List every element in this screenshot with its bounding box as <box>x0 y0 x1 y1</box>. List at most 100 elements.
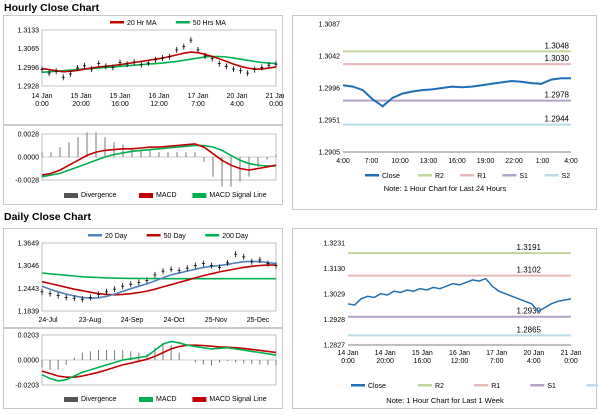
intraday-ytick: 1.2905 <box>319 150 341 157</box>
weekly-chart: 1.3231 1.3130 1.3029 1.2928 1.2827 1.3191 1.31… <box>324 241 600 405</box>
hourly-price-ytick: 1.3133 <box>18 28 40 35</box>
hourly-macd-legend-swatch <box>139 193 153 198</box>
intraday-chart: 1.3087 1.3042 1.2996 1.2951 1.2905 1.3048 1.30… <box>319 22 578 194</box>
hourly-price-ytick: 1.2928 <box>18 84 40 91</box>
intraday-ytick: 1.3042 <box>319 54 341 61</box>
weekly-panel: 1.3231 1.3130 1.3029 1.2928 1.2827 1.3191 1.31… <box>292 228 600 409</box>
weekly-legend-swatch <box>586 384 600 387</box>
intraday-xtick: 7:00 <box>365 158 379 165</box>
intraday-legend-swatch <box>544 174 559 177</box>
weekly-legend-swatch <box>418 384 432 387</box>
weekly-legend-swatch <box>351 384 365 387</box>
intraday-legend-swatch <box>418 174 432 177</box>
intraday-legend-swatch <box>502 174 517 177</box>
hourly-section-title: Hourly Close Chart <box>4 2 100 14</box>
weekly-legend-label: R1 <box>491 383 500 390</box>
daily-price-chart: 20 Day 50 Day 200 Day 1.3649 1.3046 1.2443 1.1… <box>18 233 278 324</box>
intraday-legend-label: R1 <box>477 173 486 180</box>
weekly-xtick: 7:00 <box>490 358 504 365</box>
intraday-legend-swatch <box>460 174 475 177</box>
hourly-price-xtick: 14 Jan <box>31 93 52 100</box>
intraday-xtick: 16:00 <box>448 158 466 165</box>
daily-macd-legend-swatch <box>64 397 78 402</box>
hourly-macd-legend-label: Divergence <box>81 192 117 199</box>
hourly-price-xtick: 16 Jan <box>148 93 169 100</box>
intraday-legend-label: S2 <box>562 173 571 180</box>
daily-price-xtick: 24-Oct <box>163 317 184 324</box>
daily-price-legend-swatch <box>88 234 102 237</box>
daily-macd-panel: 0.0203 0.0000 -0.0203 Divergence MACD MACD Si… <box>3 328 283 409</box>
weekly-note: Note: 1 Hour Chart for Last 1 Week <box>386 396 504 405</box>
hourly-price-legend-label: 20 Hr MA <box>127 20 157 27</box>
daily-macd-legend-swatch <box>192 397 207 402</box>
intraday-xtick: 4:00 <box>336 158 350 165</box>
weekly-xtick: 20:00 <box>376 358 394 365</box>
daily-price-ytick: 1.3046 <box>18 263 40 270</box>
intraday-legend-label: R2 <box>435 173 444 180</box>
hourly-price-xtick: 12:00 <box>150 101 168 108</box>
daily-price-ytick: 1.1839 <box>18 309 40 316</box>
hourly-macd-ytick: -0.0028 <box>15 178 39 185</box>
daily-price-xtick: 25-Dec <box>247 317 270 324</box>
daily-price-legend-label: 50 Day <box>164 233 187 240</box>
daily-price-plot-area <box>41 242 277 312</box>
weekly-level-label-s1: 1.2939 <box>517 307 542 316</box>
intraday-level-label-r1: 1.3030 <box>545 54 570 63</box>
intraday-legend-swatch <box>365 174 379 177</box>
intraday-level-label-s2: 1.2944 <box>545 115 570 124</box>
hourly-macd-legend-label: MACD <box>156 192 177 199</box>
daily-macd-line <box>41 340 277 382</box>
intraday-level-label-r2: 1.3048 <box>545 41 570 50</box>
weekly-xtick: 0:00 <box>564 358 578 365</box>
intraday-legend-label: S1 <box>519 173 528 180</box>
intraday-xtick: 4:00 <box>564 158 578 165</box>
weekly-level-label-r1: 1.3102 <box>517 266 542 275</box>
intraday-level-label-s1: 1.2978 <box>545 91 570 100</box>
hourly-macd-legend-swatch <box>64 193 78 198</box>
weekly-ytick: 1.2928 <box>324 317 346 324</box>
daily-ma50-line <box>41 264 276 296</box>
hourly-price-plot-area <box>41 29 277 87</box>
hourly-macd-ytick: 0.0000 <box>18 155 40 162</box>
daily-price-xtick: 23-Aug <box>79 317 102 324</box>
hourly-macd-ytick: 0.0028 <box>18 132 40 139</box>
hourly-macd-legend-label: MACD Signal Line <box>209 192 266 199</box>
weekly-ytick: 1.3130 <box>324 266 346 273</box>
daily-price-legend-swatch <box>205 234 220 237</box>
daily-price-xtick: 25-Nov <box>205 317 228 324</box>
weekly-level-label-r2: 1.3191 <box>517 243 542 252</box>
intraday-ytick: 1.3087 <box>319 22 341 29</box>
weekly-legend-label: Close <box>368 383 386 390</box>
hourly-price-xtick: 21 Jan <box>265 93 284 100</box>
hourly-ma20-line <box>41 51 277 73</box>
hourly-price-xtick: 0:00 <box>269 101 283 108</box>
daily-price-xtick: 24-Jul <box>38 317 58 324</box>
daily-macd-legend-label: Divergence <box>81 396 117 403</box>
daily-price-ytick: 1.3649 <box>18 241 40 248</box>
intraday-ytick: 1.2996 <box>319 86 341 93</box>
hourly-price-xtick: 16:00 <box>111 101 129 108</box>
weekly-xtick: 20 Jan <box>523 350 544 357</box>
daily-section-title: Daily Close Chart <box>4 211 91 223</box>
daily-macd-ytick: -0.0203 <box>15 383 39 390</box>
hourly-macd-panel: 0.0028 0.0000 -0.0028 Divergence MACD MACD Si… <box>3 125 283 205</box>
weekly-xtick: 16 Jan <box>449 350 470 357</box>
intraday-xtick: 10:00 <box>391 158 409 165</box>
weekly-xtick: 16:00 <box>414 358 432 365</box>
hourly-macd-line <box>41 143 277 176</box>
daily-macd-legend-swatch <box>139 397 153 402</box>
daily-price-ytick: 1.2443 <box>18 286 40 293</box>
daily-macd-legend-label: MACD <box>156 396 177 403</box>
intraday-legend-label: Close <box>382 173 400 180</box>
hourly-price-xtick: 20 Jan <box>226 93 247 100</box>
weekly-ytick: 1.3029 <box>324 292 346 299</box>
hourly-macd-chart: 0.0028 0.0000 -0.0028 Divergence MACD MACD Si… <box>15 132 277 199</box>
hourly-macd-legend-swatch <box>192 193 207 198</box>
daily-price-legend-label: 200 Day <box>222 233 249 240</box>
hourly-signal-line <box>41 144 276 178</box>
intraday-xtick: 22:00 <box>505 158 523 165</box>
intraday-note: Note: 1 Hour Chart for Last 24 Hours <box>384 184 507 193</box>
hourly-price-legend-swatch <box>110 21 124 24</box>
weekly-legend-label: R2 <box>435 383 444 390</box>
weekly-level-label-s2: 1.2865 <box>517 325 542 334</box>
